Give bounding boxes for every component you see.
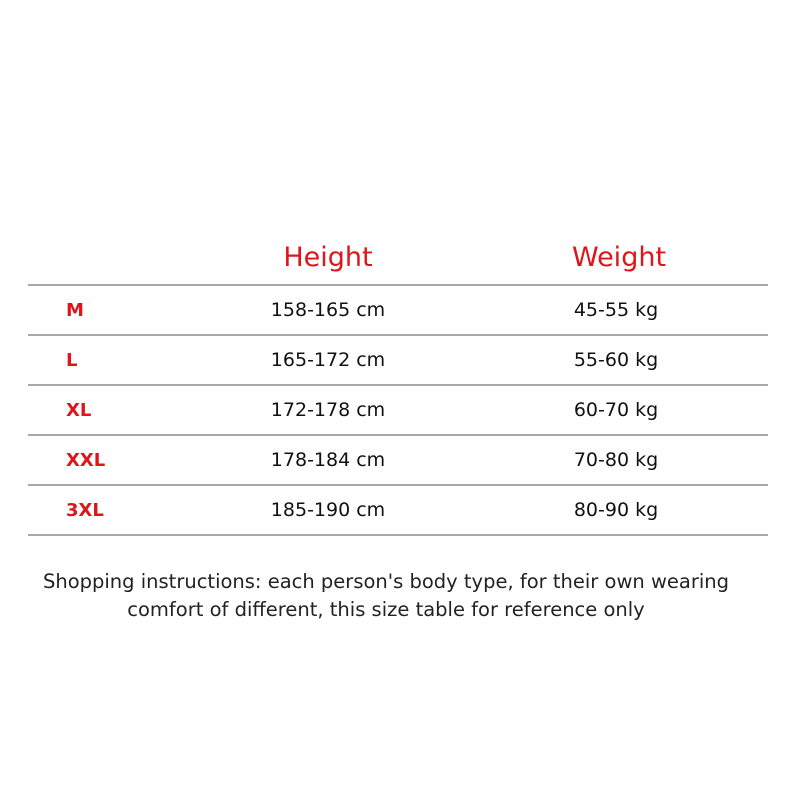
header-weight: Weight xyxy=(571,242,667,273)
height-value: 178-184 cm xyxy=(270,449,386,471)
divider xyxy=(28,534,768,536)
weight-value: 70-80 kg xyxy=(573,449,659,471)
divider xyxy=(28,284,768,286)
size-label: 3XL xyxy=(66,500,104,521)
height-value: 158-165 cm xyxy=(270,299,386,321)
height-value: 185-190 cm xyxy=(270,499,386,521)
size-label: XL xyxy=(66,400,92,421)
table-row: L 165-172 cm 55-60 kg xyxy=(0,336,800,385)
table-row: XL 172-178 cm 60-70 kg xyxy=(0,386,800,435)
divider xyxy=(28,484,768,486)
divider xyxy=(28,434,768,436)
height-value: 165-172 cm xyxy=(270,349,386,371)
weight-value: 55-60 kg xyxy=(573,349,659,371)
weight-value: 45-55 kg xyxy=(573,299,659,321)
note-line-1: Shopping instructions: each person's bod… xyxy=(42,570,730,593)
size-label: M xyxy=(66,300,84,321)
table-row: XXL 178-184 cm 70-80 kg xyxy=(0,436,800,485)
height-value: 172-178 cm xyxy=(270,399,386,421)
table-row: M 158-165 cm 45-55 kg xyxy=(0,286,800,335)
table-row: 3XL 185-190 cm 80-90 kg xyxy=(0,486,800,535)
header-height: Height xyxy=(283,242,373,273)
size-label: L xyxy=(66,350,78,371)
size-label: XXL xyxy=(66,450,106,471)
shopping-note: Shopping instructions: each person's bod… xyxy=(0,568,772,624)
note-line-2: comfort of different, this size table fo… xyxy=(127,598,645,621)
divider xyxy=(28,334,768,336)
weight-value: 60-70 kg xyxy=(573,399,659,421)
weight-value: 80-90 kg xyxy=(573,499,659,521)
divider xyxy=(28,384,768,386)
